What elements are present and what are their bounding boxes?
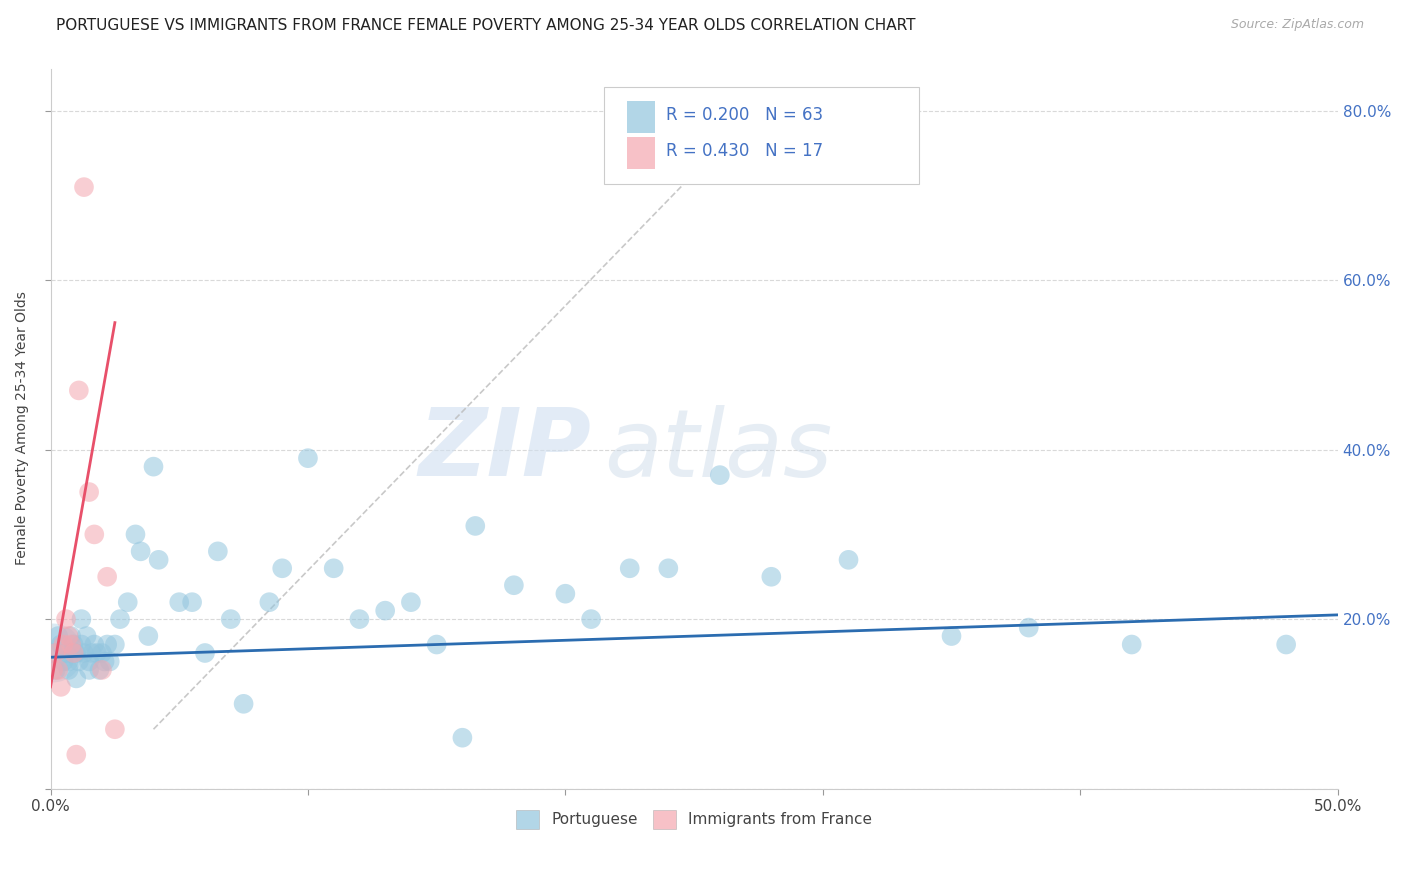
Point	[91, 646, 114, 660]
Point	[42, 646, 65, 660]
Point	[96, 638, 118, 652]
Point	[502, 578, 524, 592]
Point	[129, 544, 152, 558]
Point	[67, 655, 90, 669]
Point	[77, 485, 100, 500]
Point	[426, 638, 449, 652]
Point	[93, 655, 115, 669]
Point	[297, 451, 319, 466]
Bar	[627, 101, 655, 133]
Y-axis label: Female Poverty Among 25-34 Year Olds: Female Poverty Among 25-34 Year Olds	[15, 292, 30, 566]
Point	[232, 697, 254, 711]
Point	[77, 655, 100, 669]
Point	[374, 604, 396, 618]
Point	[49, 638, 72, 652]
Text: PORTUGUESE VS IMMIGRANTS FROM FRANCE FEMALE POVERTY AMONG 25-34 YEAR OLDS CORREL: PORTUGUESE VS IMMIGRANTS FROM FRANCE FEM…	[56, 18, 915, 33]
Bar	[627, 136, 655, 169]
Point	[45, 663, 67, 677]
Point	[271, 561, 294, 575]
Point	[73, 646, 96, 660]
Point	[657, 561, 679, 575]
Point	[194, 646, 217, 660]
Point	[124, 527, 146, 541]
Point	[52, 638, 75, 652]
Point	[73, 180, 96, 194]
Point	[579, 612, 602, 626]
Point	[941, 629, 963, 643]
Text: R = 0.430   N = 17: R = 0.430 N = 17	[666, 143, 823, 161]
Point	[83, 638, 105, 652]
Point	[138, 629, 160, 643]
Point	[65, 747, 87, 762]
Point	[62, 638, 84, 652]
Point	[1121, 638, 1143, 652]
Point	[207, 544, 229, 558]
Point	[451, 731, 474, 745]
Point	[49, 680, 72, 694]
Point	[96, 570, 118, 584]
Point	[554, 587, 576, 601]
Point	[55, 646, 77, 660]
Point	[80, 646, 103, 660]
Point	[70, 638, 93, 652]
Text: R = 0.200   N = 63: R = 0.200 N = 63	[666, 106, 823, 124]
Point	[98, 655, 121, 669]
Point	[77, 663, 100, 677]
Point	[464, 519, 486, 533]
Point	[55, 612, 77, 626]
Point	[181, 595, 204, 609]
Point	[142, 459, 165, 474]
Point	[1275, 638, 1298, 652]
Point	[104, 638, 127, 652]
Point	[67, 384, 90, 398]
Point	[117, 595, 139, 609]
Point	[86, 646, 108, 660]
Point	[148, 553, 170, 567]
Text: Source: ZipAtlas.com: Source: ZipAtlas.com	[1230, 18, 1364, 31]
Point	[58, 629, 80, 643]
Legend: Portuguese, Immigrants from France: Portuguese, Immigrants from France	[510, 804, 879, 835]
Point	[838, 553, 860, 567]
Point	[619, 561, 641, 575]
Point	[45, 646, 67, 660]
Point	[60, 629, 83, 643]
Point	[70, 612, 93, 626]
Point	[104, 723, 127, 737]
Point	[322, 561, 344, 575]
Point	[219, 612, 242, 626]
Point	[167, 595, 190, 609]
Point	[91, 663, 114, 677]
Point	[58, 663, 80, 677]
Point	[58, 655, 80, 669]
Point	[76, 629, 98, 643]
FancyBboxPatch shape	[605, 87, 920, 184]
Point	[46, 629, 69, 643]
Text: ZIP: ZIP	[418, 404, 591, 496]
Point	[1018, 621, 1040, 635]
Point	[709, 468, 731, 483]
Point	[65, 672, 87, 686]
Point	[42, 663, 65, 677]
Text: atlas: atlas	[605, 405, 832, 496]
Point	[83, 527, 105, 541]
Point	[108, 612, 131, 626]
Point	[89, 663, 111, 677]
Point	[259, 595, 281, 609]
Point	[399, 595, 422, 609]
Point	[349, 612, 371, 626]
Point	[65, 646, 87, 660]
Point	[60, 638, 83, 652]
Point	[46, 663, 69, 677]
Point	[42, 646, 65, 660]
Point	[62, 646, 84, 660]
Point	[52, 655, 75, 669]
Point	[761, 570, 783, 584]
